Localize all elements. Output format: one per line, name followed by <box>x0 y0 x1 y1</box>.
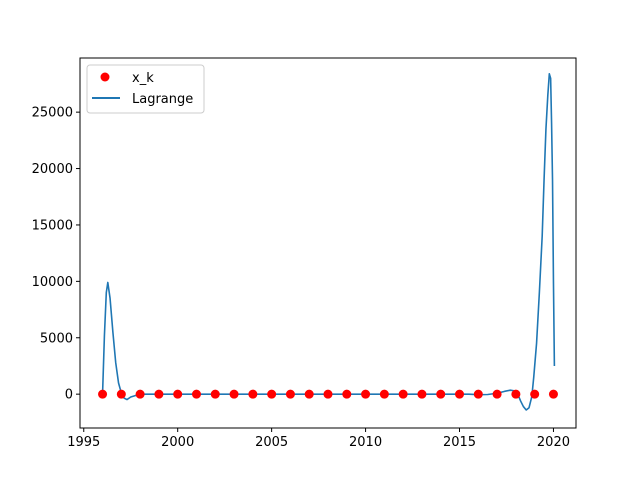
plot-series <box>98 72 558 411</box>
data-point-x-k <box>530 389 540 399</box>
data-point-x-k <box>548 389 558 399</box>
legend-box <box>86 64 205 114</box>
data-point-x-k <box>379 389 389 399</box>
data-point-x-k <box>285 389 295 399</box>
y-tick-label: 10000 <box>32 275 73 290</box>
x-tick-label: 2000 <box>161 435 194 450</box>
data-point-x-k <box>173 389 183 399</box>
data-point-x-k <box>455 389 465 399</box>
legend: x_k Lagrange <box>86 64 205 114</box>
legend-label-lagrange: Lagrange <box>132 92 193 107</box>
data-point-x-k <box>304 389 314 399</box>
data-point-x-k <box>210 389 220 399</box>
data-point-x-k <box>323 389 333 399</box>
y-axis: 0 5000 10000 15000 20000 25000 <box>32 106 80 403</box>
x-tick-label: 1995 <box>67 435 100 450</box>
data-point-x-k <box>248 389 258 399</box>
data-point-x-k <box>191 389 201 399</box>
series-line-lagrange <box>101 72 556 411</box>
y-tick-label: 15000 <box>32 218 73 233</box>
x-tick-label: 2010 <box>349 435 382 450</box>
y-tick-label: 5000 <box>40 331 73 346</box>
x-axis: 1995 2000 2005 2010 2015 2020 <box>67 428 570 450</box>
x-tick-label: 2020 <box>537 435 570 450</box>
data-point-x-k <box>98 389 108 399</box>
data-point-x-k <box>267 389 277 399</box>
data-point-x-k <box>116 389 126 399</box>
data-point-x-k <box>342 389 352 399</box>
data-point-x-k <box>511 389 521 399</box>
y-tick-label: 25000 <box>32 106 73 121</box>
plot-area-frame <box>79 57 577 429</box>
y-tick-label: 20000 <box>32 162 73 177</box>
data-point-x-k <box>361 389 371 399</box>
y-tick-label: 0 <box>65 388 73 403</box>
x-tick-label: 2005 <box>255 435 288 450</box>
data-point-x-k <box>398 389 408 399</box>
data-point-x-k <box>492 389 502 399</box>
data-point-x-k <box>417 389 427 399</box>
data-point-x-k <box>154 389 164 399</box>
x-tick-label: 2015 <box>443 435 476 450</box>
data-point-x-k <box>473 389 483 399</box>
legend-marker-x-k <box>100 72 110 82</box>
data-point-x-k <box>135 389 145 399</box>
data-point-x-k <box>436 389 446 399</box>
data-point-x-k <box>229 389 239 399</box>
legend-label-x-k: x_k <box>132 71 154 86</box>
